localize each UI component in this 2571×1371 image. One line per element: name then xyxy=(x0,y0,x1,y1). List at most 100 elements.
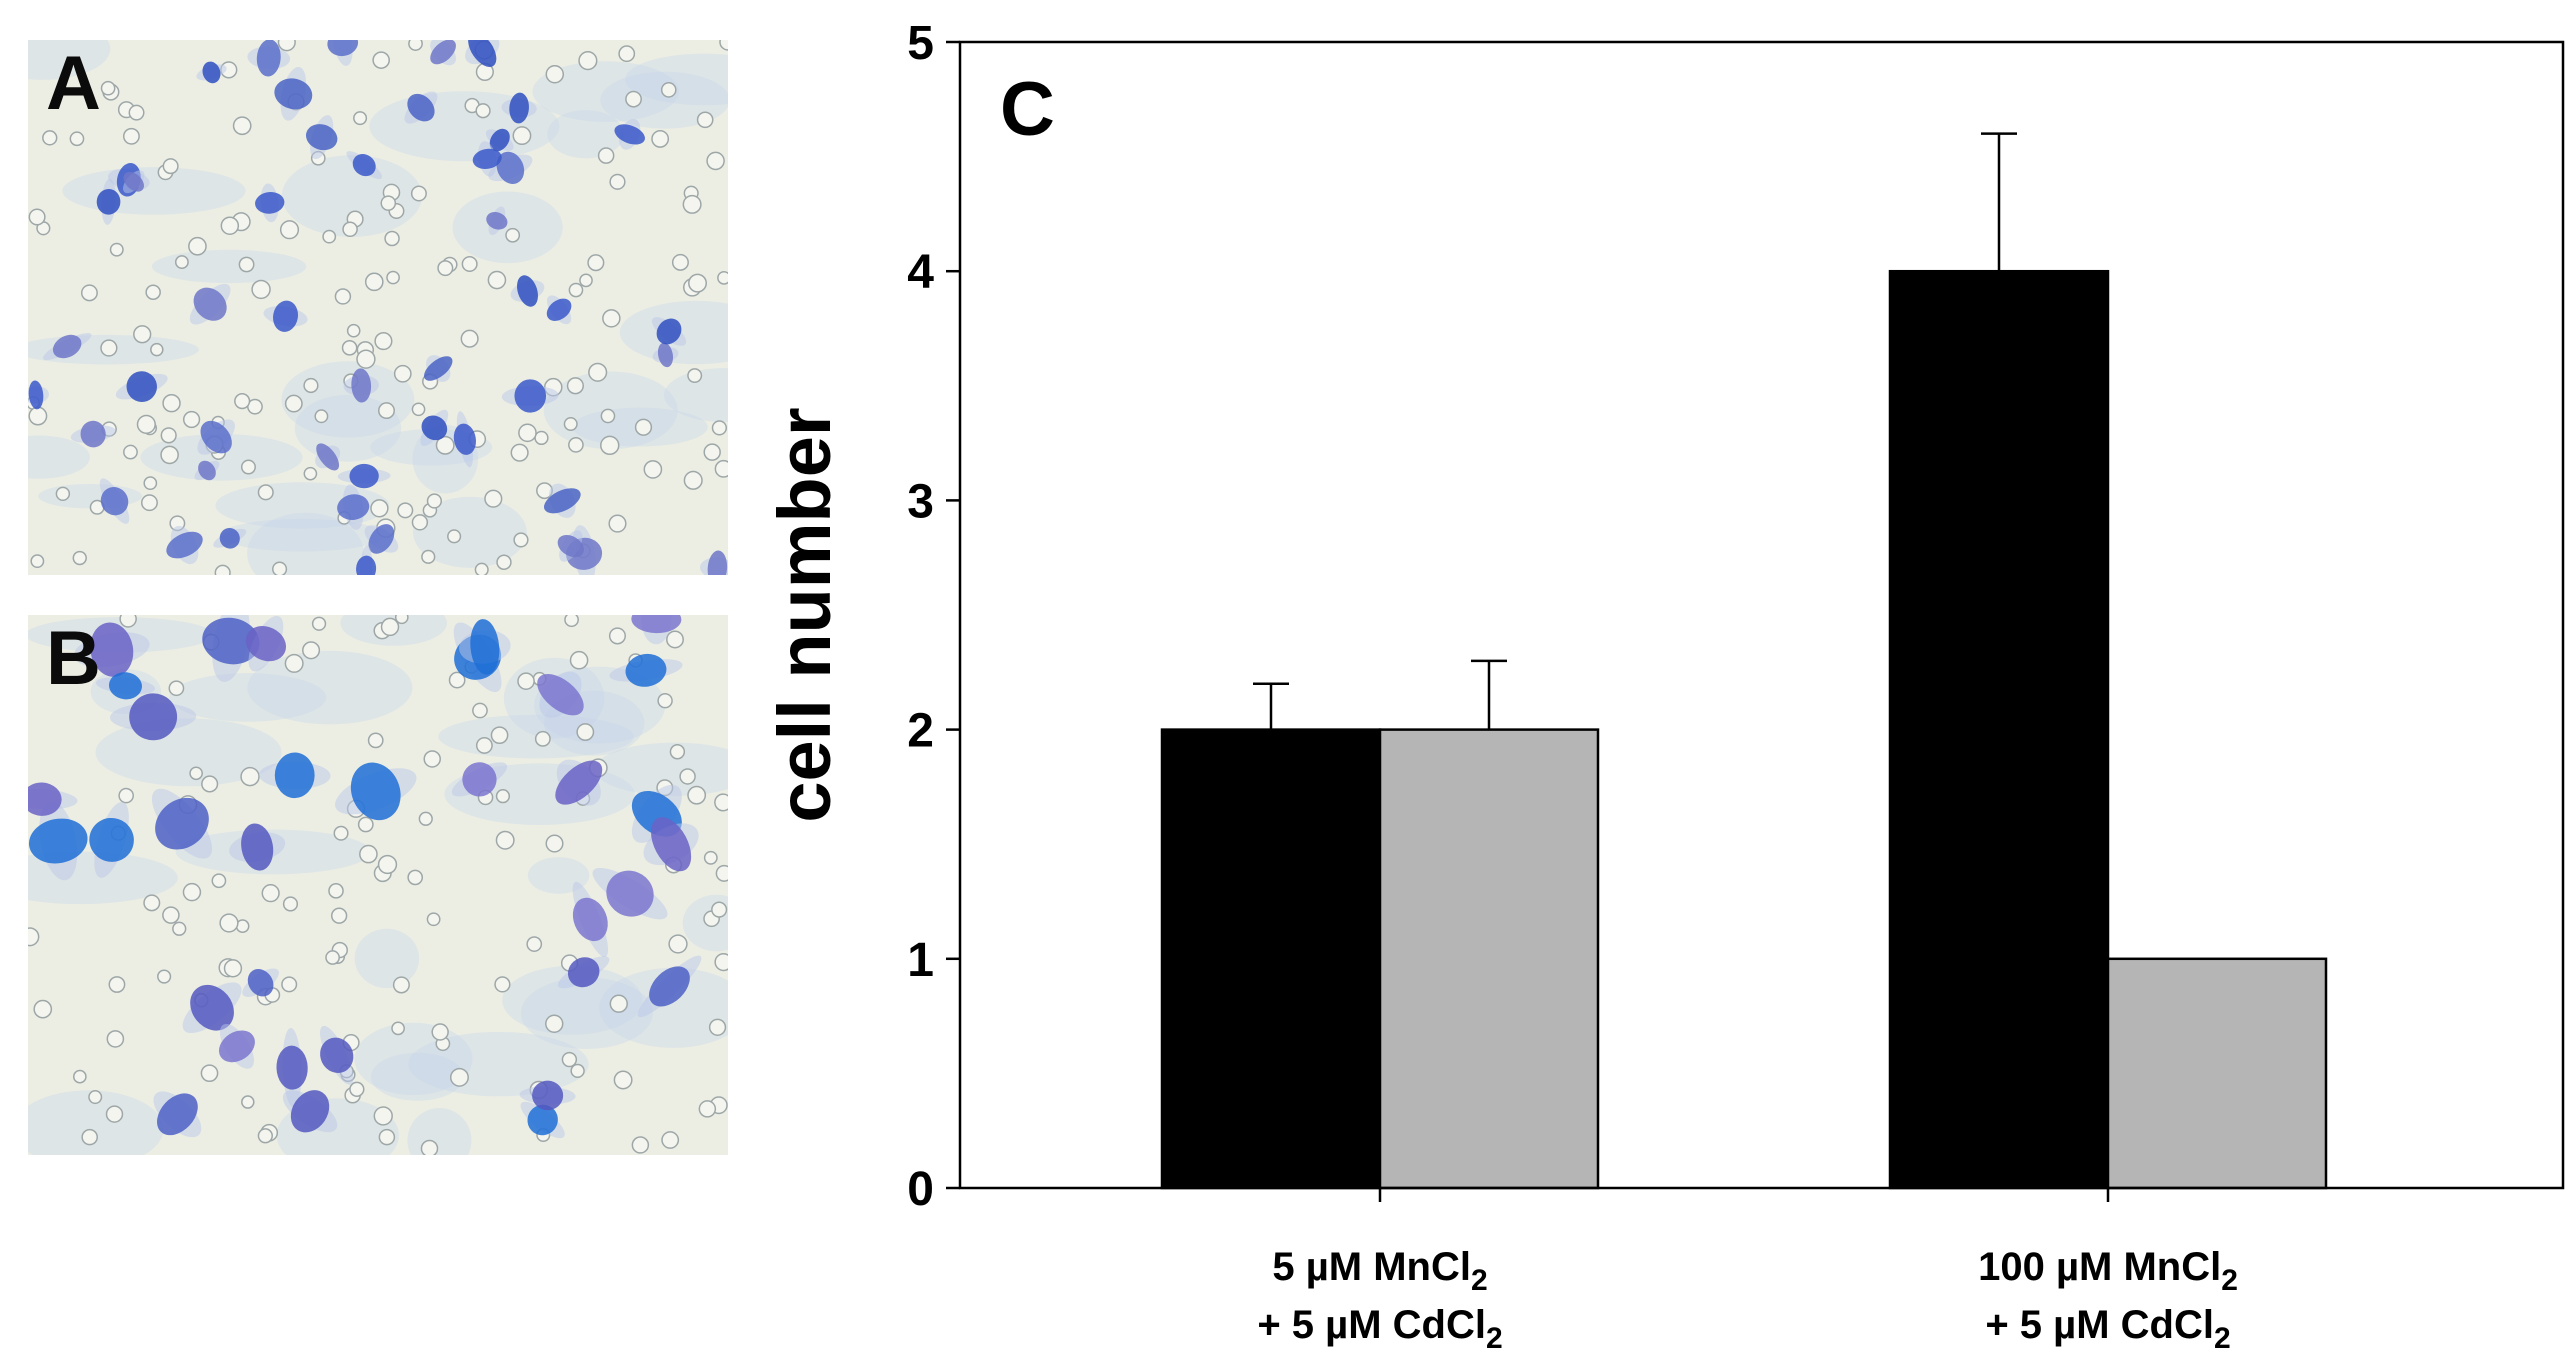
pore-ring xyxy=(494,976,511,993)
stained-cell xyxy=(256,40,281,77)
pore-ring xyxy=(449,1067,469,1087)
pore-ring xyxy=(505,227,521,243)
stained-cell xyxy=(200,420,232,454)
y-tick-label: 4 xyxy=(907,246,934,299)
pore-ring xyxy=(683,470,703,490)
stained-cell xyxy=(290,1090,330,1133)
pore-ring xyxy=(631,1136,650,1154)
pore-ring xyxy=(377,854,398,875)
pore-ring xyxy=(162,906,180,924)
stained-cell xyxy=(453,423,476,455)
pore-ring xyxy=(526,936,543,952)
pore-ring xyxy=(517,672,535,691)
pore-ring xyxy=(568,282,584,298)
pore-ring xyxy=(157,969,172,984)
pore-ring xyxy=(182,410,201,429)
x-axis-ticks xyxy=(1378,1188,2110,1202)
pore-ring xyxy=(172,921,187,936)
pore-ring xyxy=(602,309,621,328)
pore-ring xyxy=(42,130,58,146)
pore-ring xyxy=(717,270,728,285)
stained-cell xyxy=(356,555,377,575)
haze-patch xyxy=(502,965,643,1035)
pore-ring xyxy=(410,185,427,202)
pore-ring xyxy=(106,1030,125,1048)
pore-ring xyxy=(719,40,728,51)
pore-ring xyxy=(703,443,721,461)
stained-cell xyxy=(352,154,376,177)
haze-patch xyxy=(354,928,420,989)
haze-patch xyxy=(220,518,385,552)
micrograph-panel-b: B xyxy=(28,615,728,1155)
category-label-line2: + 5 µM CdCl2 xyxy=(1985,1303,2230,1355)
pore-ring xyxy=(380,617,400,637)
error-bars-group xyxy=(1253,132,2017,730)
bar-black-1 xyxy=(1160,728,1382,1190)
pore-ring xyxy=(711,420,728,436)
pore-ring xyxy=(160,427,177,444)
stained-cell xyxy=(351,368,372,403)
stained-cell xyxy=(218,1030,255,1063)
pore-ring xyxy=(72,550,87,566)
pore-ring xyxy=(411,402,426,417)
pore-ring xyxy=(386,270,400,285)
pore-ring xyxy=(545,1014,564,1033)
stained-cell xyxy=(407,93,435,122)
category-label-text: + 5 µM CdCl xyxy=(1257,1303,1486,1347)
pore-ring xyxy=(475,103,491,119)
stained-cell xyxy=(462,762,497,797)
stained-cell xyxy=(90,622,134,677)
pore-ring xyxy=(448,671,466,689)
pore-ring xyxy=(251,279,271,300)
stained-cell xyxy=(625,653,667,687)
stained-cell xyxy=(337,494,370,520)
pore-ring xyxy=(232,116,252,136)
stained-cell xyxy=(572,897,608,942)
pore-ring xyxy=(133,325,152,344)
haze-patch xyxy=(413,496,527,568)
pore-ring xyxy=(201,775,219,793)
category-label-subscript: 2 xyxy=(1486,1322,1503,1355)
pore-ring xyxy=(281,976,298,993)
pore-ring xyxy=(714,793,728,812)
pore-ring xyxy=(587,254,605,272)
pore-ring xyxy=(241,1095,255,1109)
pore-ring xyxy=(545,65,565,84)
haze-patch xyxy=(625,53,728,106)
pore-ring xyxy=(423,750,441,768)
pore-ring xyxy=(418,811,433,826)
pore-ring xyxy=(564,615,579,628)
pore-ring xyxy=(534,730,551,747)
pore-ring xyxy=(435,435,455,455)
pore-ring xyxy=(240,766,260,787)
pore-ring xyxy=(108,976,126,993)
category-label-text: 100 µM MnCl xyxy=(1978,1245,2221,1289)
pore-ring xyxy=(474,562,489,575)
stained-cell xyxy=(96,188,121,215)
pore-ring xyxy=(143,894,161,912)
stained-cell xyxy=(155,797,209,850)
pore-ring xyxy=(314,409,329,424)
category-label-subscript: 2 xyxy=(2214,1322,2231,1355)
pore-ring xyxy=(373,1106,393,1126)
stained-cell xyxy=(509,92,529,124)
pore-ring xyxy=(578,51,598,71)
pore-ring xyxy=(715,864,728,882)
pore-ring xyxy=(150,342,164,357)
haze-patch xyxy=(28,435,90,479)
pore-ring xyxy=(576,723,595,741)
pore-ring xyxy=(182,882,202,902)
pore-ring xyxy=(706,151,725,171)
stained-cell xyxy=(274,752,315,799)
stained-cell xyxy=(555,760,603,805)
pore-ring xyxy=(420,1139,439,1155)
y-axis-ticks: 0 1 2 3 4 5 xyxy=(907,17,960,1216)
pore-ring xyxy=(513,532,529,548)
pore-ring xyxy=(162,158,179,175)
stained-cell xyxy=(276,1045,308,1090)
pore-ring xyxy=(490,726,509,745)
stained-cell xyxy=(316,443,340,471)
pore-ring xyxy=(518,423,537,443)
pore-ring xyxy=(143,476,158,491)
pore-ring xyxy=(100,80,116,96)
